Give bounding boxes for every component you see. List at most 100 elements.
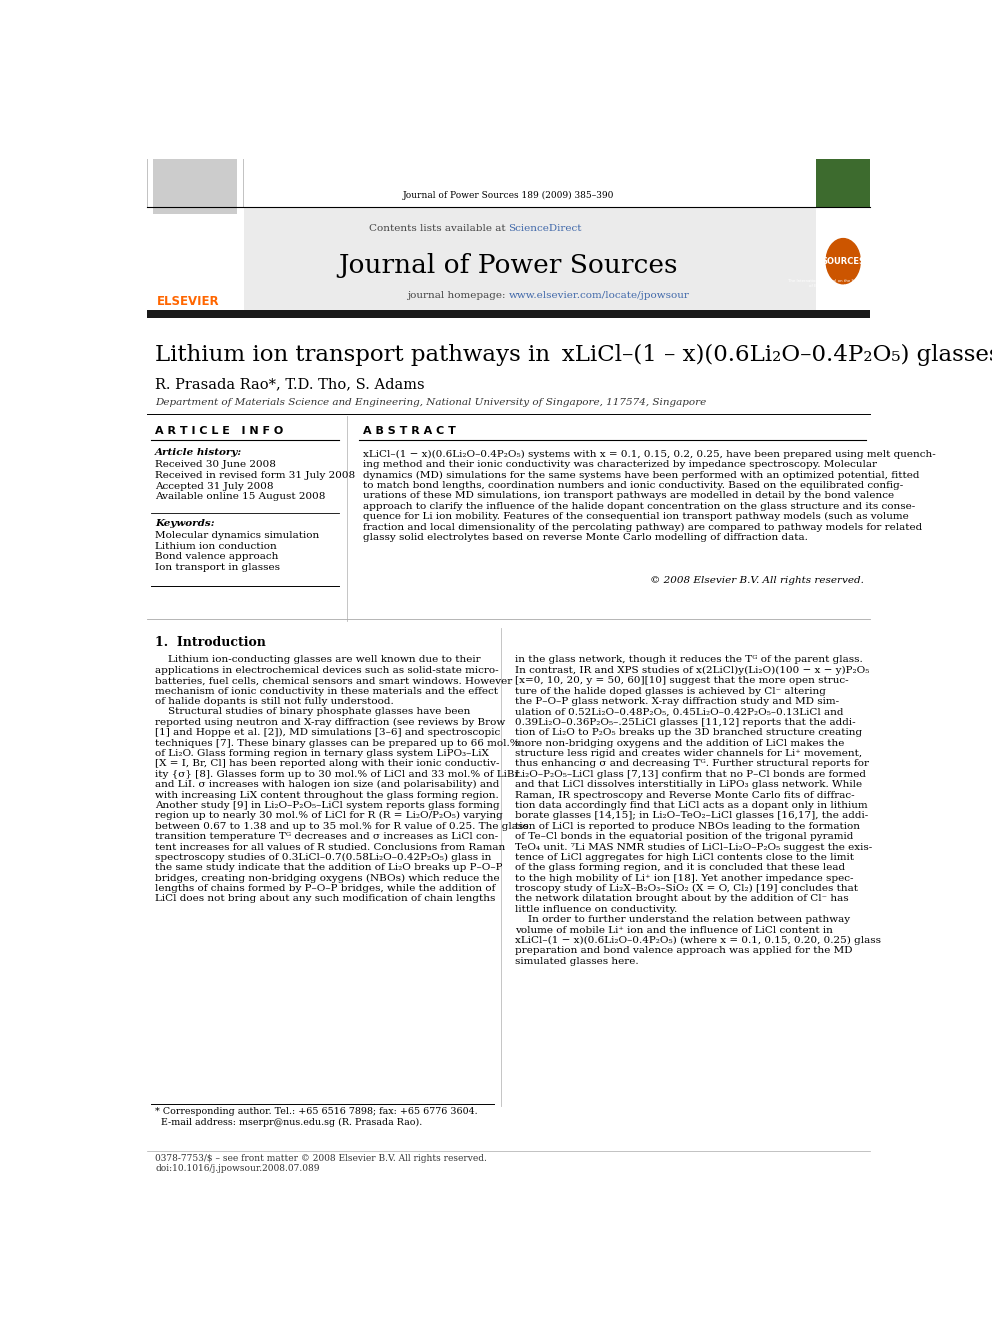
Text: Journal of Power Sources: Journal of Power Sources bbox=[338, 253, 679, 278]
Bar bbox=[816, 98, 870, 208]
Bar bbox=[244, 208, 816, 316]
Text: LiCl does not bring about any such modification of chain lengths: LiCl does not bring about any such modif… bbox=[155, 894, 495, 904]
Text: tion data accordingly find that LiCl acts as a dopant only in lithium: tion data accordingly find that LiCl act… bbox=[516, 800, 868, 810]
Text: bridges, creating non-bridging oxygens (NBOs) which reduce the: bridges, creating non-bridging oxygens (… bbox=[155, 873, 500, 882]
Text: Raman, IR spectroscopy and Reverse Monte Carlo fits of diffrac-: Raman, IR spectroscopy and Reverse Monte… bbox=[516, 791, 855, 799]
Text: fraction and local dimensionality of the percolating pathway) are compared to pa: fraction and local dimensionality of the… bbox=[363, 523, 922, 532]
Text: [1] and Hoppe et al. [2]), MD simulations [3–6] and spectroscopic: [1] and Hoppe et al. [2]), MD simulation… bbox=[155, 728, 500, 737]
Text: R. Prasada Rao*, T.D. Tho, S. Adams: R. Prasada Rao*, T.D. Tho, S. Adams bbox=[155, 377, 425, 392]
Text: the same study indicate that the addition of Li₂O breaks up P–O–P: the same study indicate that the additio… bbox=[155, 864, 503, 872]
Text: dynamics (MD) simulations for the same systems have been performed with an optim: dynamics (MD) simulations for the same s… bbox=[363, 471, 920, 480]
Text: ing method and their ionic conductivity was characterized by impedance spectrosc: ing method and their ionic conductivity … bbox=[363, 460, 877, 470]
Bar bbox=[147, 311, 870, 318]
Text: approach to clarify the influence of the halide dopant concentration on the glas: approach to clarify the influence of the… bbox=[363, 501, 915, 511]
Text: [X = I, Br, Cl] has been reported along with their ionic conductiv-: [X = I, Br, Cl] has been reported along … bbox=[155, 759, 500, 769]
Text: In order to further understand the relation between pathway: In order to further understand the relat… bbox=[516, 916, 850, 925]
Text: lengths of chains formed by P–O–P bridges, while the addition of: lengths of chains formed by P–O–P bridge… bbox=[155, 884, 495, 893]
Text: 0.39Li₂O–0.36P₂O₅–.25LiCl glasses [11,12] reports that the addi-: 0.39Li₂O–0.36P₂O₅–.25LiCl glasses [11,12… bbox=[516, 718, 856, 726]
Text: TeO₄ unit. ⁷Li MAS NMR studies of LiCl–Li₂O–P₂O₅ suggest the exis-: TeO₄ unit. ⁷Li MAS NMR studies of LiCl–L… bbox=[516, 843, 873, 852]
Text: Contents lists available at: Contents lists available at bbox=[368, 224, 509, 233]
Text: in the glass network, though it reduces the Tᴳ of the parent glass.: in the glass network, though it reduces … bbox=[516, 655, 863, 664]
Circle shape bbox=[826, 238, 860, 283]
Text: Li₂O–P₂O₅–LiCl glass [7,13] confirm that no P–Cl bonds are formed: Li₂O–P₂O₅–LiCl glass [7,13] confirm that… bbox=[516, 770, 866, 779]
Text: Bond valence approach: Bond valence approach bbox=[155, 552, 279, 561]
Text: structure less rigid and creates wider channels for Li⁺ movement,: structure less rigid and creates wider c… bbox=[516, 749, 862, 758]
Text: Another study [9] in Li₂O–P₂O₅–LiCl system reports glass forming: Another study [9] in Li₂O–P₂O₅–LiCl syst… bbox=[155, 800, 500, 810]
Text: and LiI. σ increases with halogen ion size (and polarisability) and: and LiI. σ increases with halogen ion si… bbox=[155, 781, 499, 790]
Text: * Corresponding author. Tel.: +65 6516 7898; fax: +65 6776 3604.: * Corresponding author. Tel.: +65 6516 7… bbox=[155, 1107, 477, 1117]
Text: tent increases for all values of R studied. Conclusions from Raman: tent increases for all values of R studi… bbox=[155, 843, 505, 852]
Text: with increasing LiX content throughout the glass forming region.: with increasing LiX content throughout t… bbox=[155, 791, 499, 799]
Text: Department of Materials Science and Engineering, National University of Singapor: Department of Materials Science and Engi… bbox=[155, 398, 706, 406]
Text: thus enhancing σ and decreasing Tᴳ. Further structural reports for: thus enhancing σ and decreasing Tᴳ. Furt… bbox=[516, 759, 869, 769]
Bar bbox=[154, 148, 237, 214]
Text: of halide dopants is still not fully understood.: of halide dopants is still not fully und… bbox=[155, 697, 394, 706]
Text: Lithium ion transport pathways in  xLiCl–(1 – x)(0.6Li₂O–0.4P₂O₅) glasses: Lithium ion transport pathways in xLiCl–… bbox=[155, 344, 992, 366]
Text: Available online 15 August 2008: Available online 15 August 2008 bbox=[155, 492, 325, 501]
Text: little influence on conductivity.: little influence on conductivity. bbox=[516, 905, 678, 914]
Text: mechanism of ionic conductivity in these materials and the effect: mechanism of ionic conductivity in these… bbox=[155, 687, 498, 696]
Text: tence of LiCl aggregates for high LiCl contents close to the limit: tence of LiCl aggregates for high LiCl c… bbox=[516, 853, 854, 861]
Text: ity {σ} [8]. Glasses form up to 30 mol.% of LiCl and 33 mol.% of LiBr: ity {σ} [8]. Glasses form up to 30 mol.%… bbox=[155, 770, 520, 779]
Text: doi:10.1016/j.jpowsour.2008.07.089: doi:10.1016/j.jpowsour.2008.07.089 bbox=[155, 1164, 319, 1174]
Text: ELSEVIER: ELSEVIER bbox=[157, 295, 219, 308]
Bar bbox=[147, 98, 243, 208]
Text: applications in electrochemical devices such as solid-state micro-: applications in electrochemical devices … bbox=[155, 665, 499, 675]
Text: preparation and bond valence approach was applied for the MD: preparation and bond valence approach wa… bbox=[516, 946, 853, 955]
Text: A B S T R A C T: A B S T R A C T bbox=[363, 426, 455, 435]
Text: Received 30 June 2008: Received 30 June 2008 bbox=[155, 460, 276, 468]
Text: Lithium ion-conducting glasses are well known due to their: Lithium ion-conducting glasses are well … bbox=[155, 655, 481, 664]
Text: quence for Li ion mobility. Features of the consequential ion transport pathway : quence for Li ion mobility. Features of … bbox=[363, 512, 909, 521]
Text: Structural studies of binary phosphate glasses have been: Structural studies of binary phosphate g… bbox=[155, 708, 470, 716]
Text: of Te–Cl bonds in the equatorial position of the trigonal pyramid: of Te–Cl bonds in the equatorial positio… bbox=[516, 832, 854, 841]
Text: urations of these MD simulations, ion transport pathways are modelled in detail : urations of these MD simulations, ion tr… bbox=[363, 491, 894, 500]
Text: batteries, fuel cells, chemical sensors and smart windows. However: batteries, fuel cells, chemical sensors … bbox=[155, 676, 512, 685]
Text: to match bond lengths, coordination numbers and ionic conductivity. Based on the: to match bond lengths, coordination numb… bbox=[363, 482, 903, 490]
Text: Accepted 31 July 2008: Accepted 31 July 2008 bbox=[155, 482, 274, 491]
Text: the network dilatation brought about by the addition of Cl⁻ has: the network dilatation brought about by … bbox=[516, 894, 849, 904]
Text: and that LiCl dissolves interstitially in LiPO₃ glass network. While: and that LiCl dissolves interstitially i… bbox=[516, 781, 862, 789]
Text: simulated glasses here.: simulated glasses here. bbox=[516, 957, 639, 966]
Text: Ion transport in glasses: Ion transport in glasses bbox=[155, 564, 280, 572]
Text: SOURCES: SOURCES bbox=[821, 257, 865, 266]
Text: www.elsevier.com/locate/jpowsour: www.elsevier.com/locate/jpowsour bbox=[509, 291, 689, 300]
Text: POWER: POWER bbox=[814, 229, 872, 242]
Text: between 0.67 to 1.38 and up to 35 mol.% for R value of 0.25. The glass: between 0.67 to 1.38 and up to 35 mol.% … bbox=[155, 822, 529, 831]
Text: Molecular dynamics simulation: Molecular dynamics simulation bbox=[155, 531, 319, 540]
Text: to the high mobility of Li⁺ ion [18]. Yet another impedance spec-: to the high mobility of Li⁺ ion [18]. Ye… bbox=[516, 873, 854, 882]
Text: tion of Li₂O to P₂O₅ breaks up the 3D branched structure creating: tion of Li₂O to P₂O₅ breaks up the 3D br… bbox=[516, 728, 862, 737]
Text: The International Journal on the Science and Technology
of Electrochemical Energ: The International Journal on the Science… bbox=[788, 279, 899, 288]
Text: borate glasses [14,15]; in Li₂O–TeO₂–LiCl glasses [16,17], the addi-: borate glasses [14,15]; in Li₂O–TeO₂–LiC… bbox=[516, 811, 869, 820]
Text: Received in revised form 31 July 2008: Received in revised form 31 July 2008 bbox=[155, 471, 355, 480]
Text: ScienceDirect: ScienceDirect bbox=[509, 224, 582, 233]
Text: transition temperature Tᴳ decreases and σ increases as LiCl con-: transition temperature Tᴳ decreases and … bbox=[155, 832, 498, 841]
Text: glassy solid electrolytes based on reverse Monte Carlo modelling of diffraction : glassy solid electrolytes based on rever… bbox=[363, 533, 807, 542]
Text: [x=0, 10, 20, y = 50, 60][10] suggest that the more open struc-: [x=0, 10, 20, y = 50, 60][10] suggest th… bbox=[516, 676, 849, 685]
Text: 1.  Introduction: 1. Introduction bbox=[155, 636, 266, 648]
Text: of the glass forming region, and it is concluded that these lead: of the glass forming region, and it is c… bbox=[516, 864, 845, 872]
Text: Journal of Power Sources 189 (2009) 385–390: Journal of Power Sources 189 (2009) 385–… bbox=[403, 191, 614, 200]
Text: troscopy study of Li₂X–B₂O₃–SiO₂ (X = O, Cl₂) [19] concludes that: troscopy study of Li₂X–B₂O₃–SiO₂ (X = O,… bbox=[516, 884, 858, 893]
Text: ture of the halide doped glasses is achieved by Cl⁻ altering: ture of the halide doped glasses is achi… bbox=[516, 687, 826, 696]
Text: region up to nearly 30 mol.% of LiCl for R (R = Li₂O/P₂O₅) varying: region up to nearly 30 mol.% of LiCl for… bbox=[155, 811, 503, 820]
Text: ulation of 0.52Li₂O–0.48P₂O₅, 0.45Li₂O–0.42P₂O₅–0.13LiCl and: ulation of 0.52Li₂O–0.48P₂O₅, 0.45Li₂O–0… bbox=[516, 708, 844, 716]
Text: reported using neutron and X-ray diffraction (see reviews by Brow: reported using neutron and X-ray diffrac… bbox=[155, 718, 505, 726]
Text: xLiCl–(1 − x)(0.6Li₂O–0.4P₂O₅) (where x = 0.1, 0.15, 0.20, 0.25) glass: xLiCl–(1 − x)(0.6Li₂O–0.4P₂O₅) (where x … bbox=[516, 937, 881, 945]
Text: more non-bridging oxygens and the addition of LiCl makes the: more non-bridging oxygens and the additi… bbox=[516, 738, 845, 747]
Text: spectroscopy studies of 0.3LiCl–0.7(0.58Li₂O–0.42P₂O₅) glass in: spectroscopy studies of 0.3LiCl–0.7(0.58… bbox=[155, 853, 491, 863]
Text: Keywords:: Keywords: bbox=[155, 519, 214, 528]
Text: techniques [7]. These binary glasses can be prepared up to 66 mol.%: techniques [7]. These binary glasses can… bbox=[155, 738, 520, 747]
Text: Lithium ion conduction: Lithium ion conduction bbox=[155, 541, 277, 550]
Text: In contrast, IR and XPS studies of x(2LiCl)y(Li₂O)(100 − x − y)P₂O₅: In contrast, IR and XPS studies of x(2Li… bbox=[516, 665, 870, 675]
Text: journal homepage:: journal homepage: bbox=[407, 291, 509, 300]
Text: the P–O–P glass network. X-ray diffraction study and MD sim-: the P–O–P glass network. X-ray diffracti… bbox=[516, 697, 839, 706]
Text: E-mail address: mserpr@nus.edu.sg (R. Prasada Rao).: E-mail address: mserpr@nus.edu.sg (R. Pr… bbox=[155, 1118, 423, 1127]
Text: JOURNAL OF: JOURNAL OF bbox=[826, 217, 860, 221]
Text: tion of LiCl is reported to produce NBOs leading to the formation: tion of LiCl is reported to produce NBOs… bbox=[516, 822, 860, 831]
Text: Article history:: Article history: bbox=[155, 448, 242, 458]
Text: xLiCl–(1 − x)(0.6Li₂O–0.4P₂O₅) systems with x = 0.1, 0.15, 0.2, 0.25, have been : xLiCl–(1 − x)(0.6Li₂O–0.4P₂O₅) systems w… bbox=[363, 450, 935, 459]
Text: of Li₂O. Glass forming region in ternary glass system LiPO₃–LiX: of Li₂O. Glass forming region in ternary… bbox=[155, 749, 489, 758]
Text: © 2008 Elsevier B.V. All rights reserved.: © 2008 Elsevier B.V. All rights reserved… bbox=[650, 577, 864, 585]
Text: A R T I C L E   I N F O: A R T I C L E I N F O bbox=[155, 426, 284, 435]
Text: 0378-7753/$ – see front matter © 2008 Elsevier B.V. All rights reserved.: 0378-7753/$ – see front matter © 2008 El… bbox=[155, 1154, 487, 1163]
